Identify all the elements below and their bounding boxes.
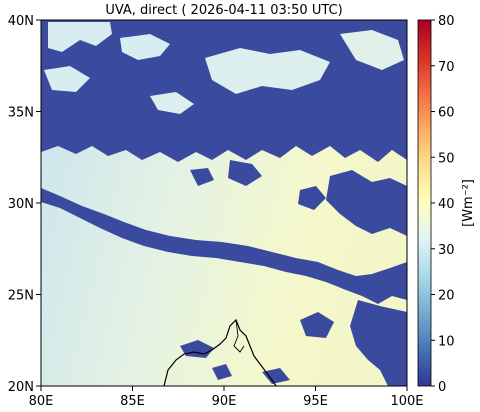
y-tick-label: 30N: [8, 197, 34, 212]
x-tick-label: 80E: [29, 394, 54, 409]
colorbar-tick-label: 0: [438, 380, 446, 395]
coastline-inner: [233, 319, 245, 353]
y-tick-label: 25N: [8, 289, 34, 304]
colorbar-tick-label: 50: [438, 151, 455, 166]
colorbar-tick-label: 60: [438, 106, 455, 121]
colorbar-tick-label: 10: [438, 334, 455, 349]
colorbar-ticks: 0 10 20 30 40 50 60 70 80: [431, 14, 455, 395]
y-tick-label: 20N: [8, 380, 34, 395]
cloud-cover: [41, 20, 407, 386]
x-tick-label: 85E: [120, 394, 145, 409]
y-tick-label: 35N: [8, 106, 34, 121]
x-tick-label: 90E: [212, 394, 237, 409]
map-panel: [41, 20, 407, 386]
y-tick-label: 40N: [8, 14, 34, 29]
colorbar-unit-label: [Wm⁻²]: [461, 179, 476, 227]
coastline: [163, 318, 277, 386]
colorbar-tick-label: 70: [438, 60, 455, 75]
colorbar-tick-label: 40: [438, 197, 455, 212]
x-tick-label: 95E: [303, 394, 328, 409]
colorbar-tick-label: 30: [438, 243, 455, 258]
x-axis: 80E 85E 90E 95E 100E: [29, 386, 424, 409]
colorbar-gradient: [417, 19, 432, 387]
y-axis: 20N 25N 30N 35N 40N: [8, 14, 41, 395]
x-tick-label: 100E: [390, 394, 423, 409]
map-title: UVA, direct ( 2026-04-11 03:50 UTC): [105, 3, 342, 18]
colorbar-tick-label: 20: [438, 289, 455, 304]
colorbar-tick-label: 80: [438, 14, 455, 29]
colorbar: 0 10 20 30 40 50 60 70 80 [Wm⁻²]: [417, 14, 476, 395]
